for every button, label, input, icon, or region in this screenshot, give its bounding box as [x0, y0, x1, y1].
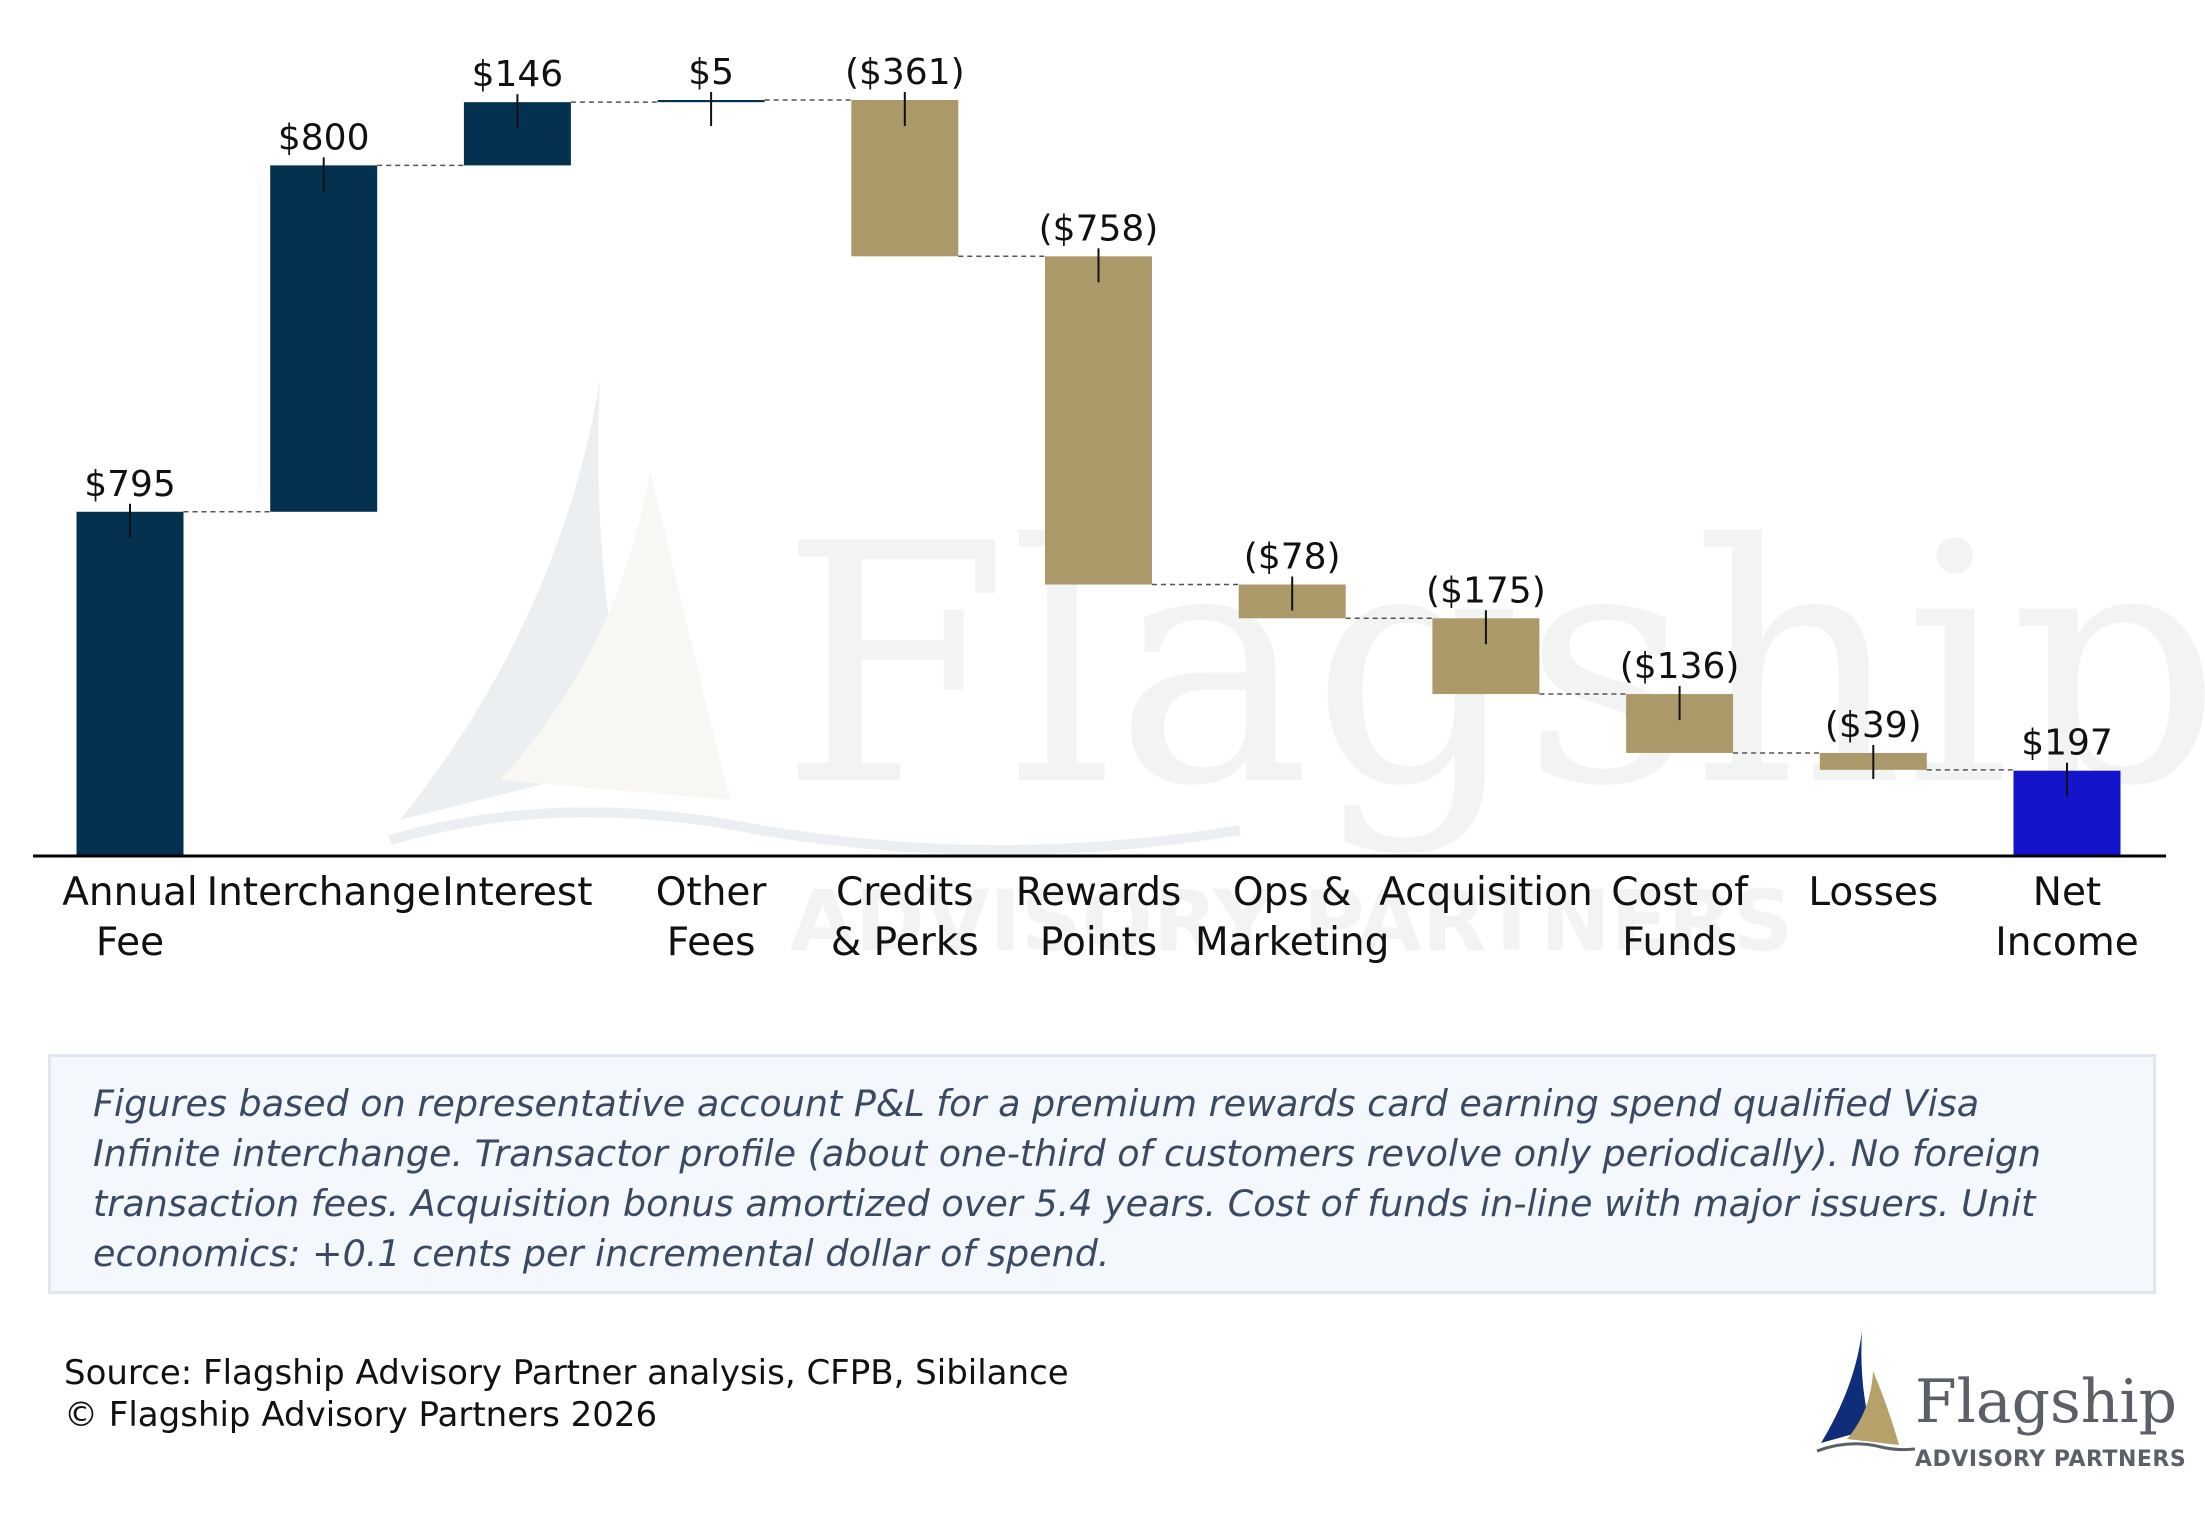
value-label-7: ($175) [1426, 570, 1546, 611]
value-label-6: ($78) [1244, 537, 1341, 578]
watermark-sub: ADVISORY PARTNERS [790, 872, 1793, 970]
value-label-8: ($136) [1620, 646, 1740, 687]
category-label-8-1: Funds [1622, 920, 1737, 965]
category-label-4-1: & Perks [831, 920, 979, 965]
category-label-5-0: Rewards [1016, 870, 1182, 915]
bar-ticks [129, 92, 2068, 797]
value-label-2: $146 [472, 54, 564, 95]
watermark-sail-back [400, 380, 640, 820]
connector-lines [183, 99, 2014, 771]
category-label-5-1: Points [1040, 920, 1157, 965]
category-label-3-0: Other [656, 870, 768, 915]
bar-4 [851, 100, 959, 257]
flagship-logo: Flagship ADVISORY PARTNERS [1815, 1325, 2186, 1485]
category-label-3-1: Fees [667, 920, 756, 965]
value-labels: $795 $800 $146 $5 ($361) ($758) ($78) ($175) ($1… [84, 52, 2113, 764]
footnote-text: Figures based on representative account … [93, 1082, 2042, 1275]
logo-word: Flagship [1915, 1367, 2178, 1437]
category-label-6-1: Marketing [1195, 920, 1389, 965]
source-text: Source: Flagship Advisory Partner analys… [64, 1353, 1069, 1393]
value-label-4: ($361) [845, 52, 965, 93]
category-label-4-0: Credits [836, 870, 974, 915]
value-label-10: $197 [2021, 723, 2113, 764]
value-label-5: ($758) [1039, 208, 1159, 249]
bar-0 [76, 511, 184, 856]
category-label-7-0: Acquisition [1379, 870, 1593, 915]
value-label-1: $800 [278, 117, 370, 158]
bar-5 [1045, 256, 1152, 585]
value-label-0: $795 [84, 464, 176, 505]
logo-subtitle: ADVISORY PARTNERS [1915, 1447, 2187, 1472]
category-label-10-1: Income [1995, 920, 2139, 965]
bars [76, 100, 2121, 856]
category-label-2-0: Interest [442, 870, 592, 915]
category-labels: Annual Fee Interchange Interest Other Fees Cre… [62, 870, 2139, 965]
watermark-wave [388, 807, 1241, 855]
category-label-0-1: Fee [96, 920, 164, 965]
sail-logo-icon [1816, 1331, 1915, 1453]
category-label-10-0: Net [2033, 870, 2101, 915]
category-label-0-0: Annual [62, 870, 198, 915]
category-label-1-0: Interchange [207, 870, 441, 915]
category-label-8-0: Cost of [1611, 870, 1749, 915]
value-label-3: $5 [688, 52, 734, 93]
value-label-9: ($39) [1825, 705, 1922, 746]
source-block: Source: Flagship Advisory Partner analys… [64, 1352, 1069, 1436]
footnote-box: Figures based on representative account … [48, 1054, 2156, 1294]
watermark-sail-front [500, 470, 730, 800]
category-label-6-0: Ops & [1233, 870, 1352, 915]
category-label-9-0: Losses [1808, 870, 1938, 915]
waterfall-chart: Flagship ADVISORY PARTNERS $795$800$146 $… [33, 52, 2205, 970]
copyright-text: © Flagship Advisory Partners 2026 [64, 1395, 658, 1435]
bar-1 [270, 165, 378, 512]
